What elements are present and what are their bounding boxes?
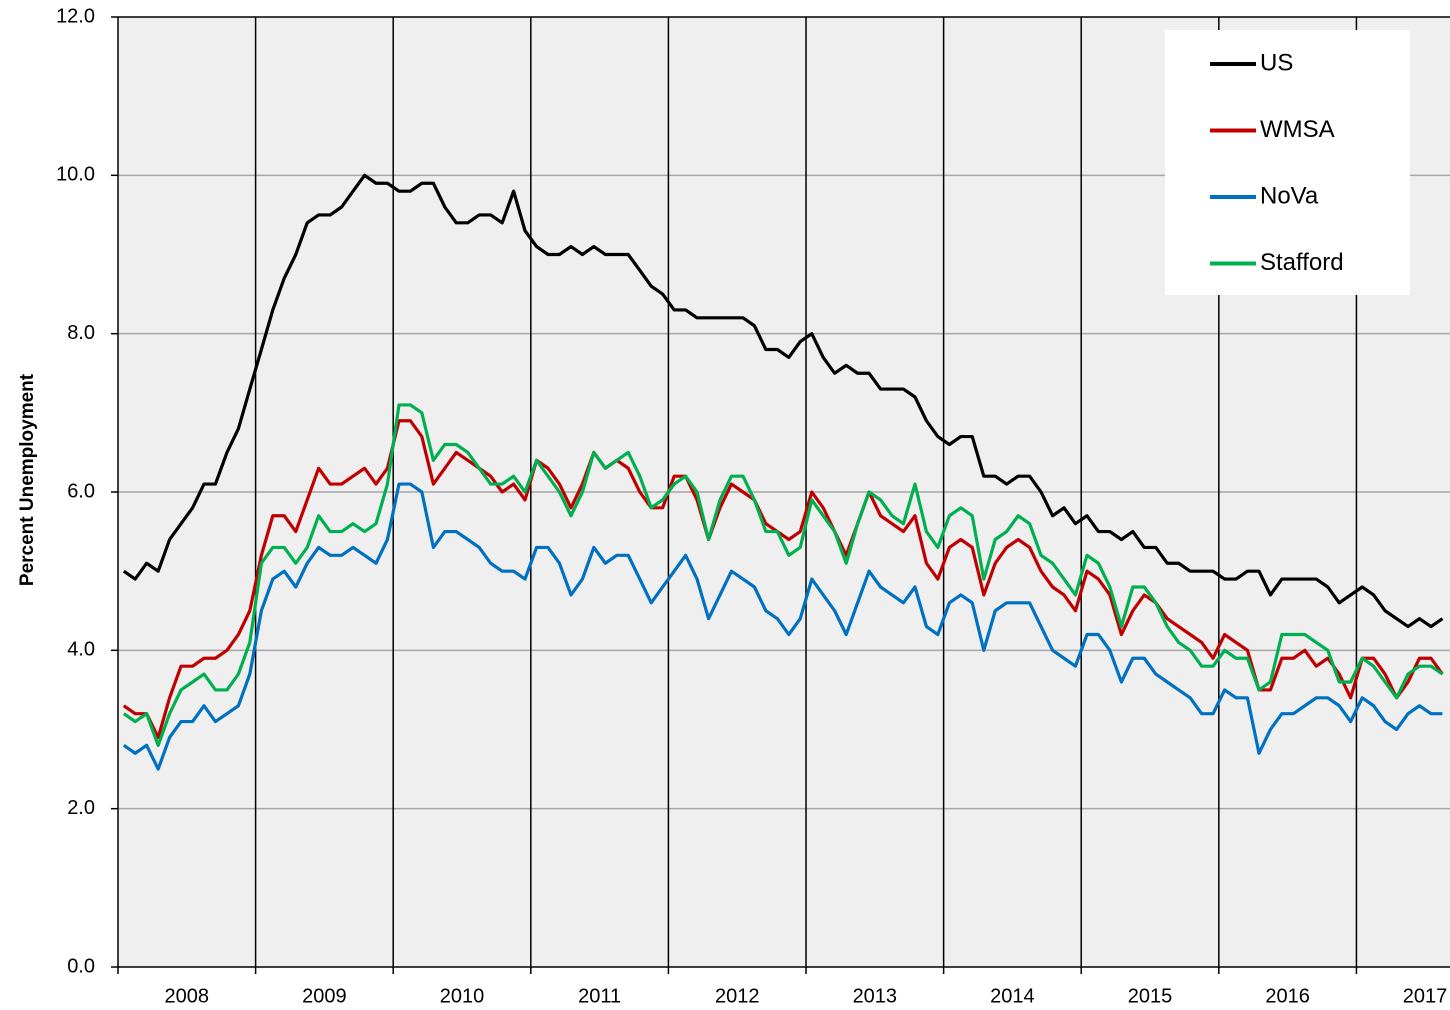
series-line bbox=[122, 419, 1444, 740]
y-tick-label: 2.0 bbox=[67, 797, 95, 819]
x-tick-label: 2015 bbox=[1128, 985, 1173, 1007]
x-tick-label: 2009 bbox=[302, 985, 347, 1007]
legend-label: NoVa bbox=[1260, 182, 1319, 209]
legend-label: Stafford bbox=[1260, 249, 1344, 276]
y-tick-label: 6.0 bbox=[67, 480, 95, 502]
x-tick-label: 2011 bbox=[578, 985, 621, 1007]
legend-label: WMSA bbox=[1260, 116, 1335, 143]
x-tick-label: 2010 bbox=[440, 985, 485, 1007]
legend-box bbox=[1165, 30, 1410, 295]
x-tick-label: 2012 bbox=[715, 985, 760, 1007]
y-tick-label: 10.0 bbox=[56, 164, 95, 186]
y-tick-label: 8.0 bbox=[67, 322, 95, 344]
x-tick-label: 2016 bbox=[1265, 985, 1310, 1007]
x-tick-label: 2013 bbox=[853, 985, 898, 1007]
x-tick-label: 2017 bbox=[1403, 985, 1448, 1007]
x-tick-label: 2014 bbox=[990, 985, 1035, 1007]
y-tick-label: 4.0 bbox=[67, 639, 95, 661]
series-line bbox=[122, 173, 1444, 629]
x-tick-label: 2008 bbox=[165, 985, 210, 1007]
y-axis-label: Percent Unemployment bbox=[17, 373, 38, 586]
y-tick-label: 0.0 bbox=[67, 955, 95, 977]
series-line bbox=[122, 482, 1443, 771]
y-tick-label: 12.0 bbox=[56, 5, 95, 27]
series-line bbox=[122, 403, 1444, 747]
legend-label: US bbox=[1260, 49, 1293, 76]
